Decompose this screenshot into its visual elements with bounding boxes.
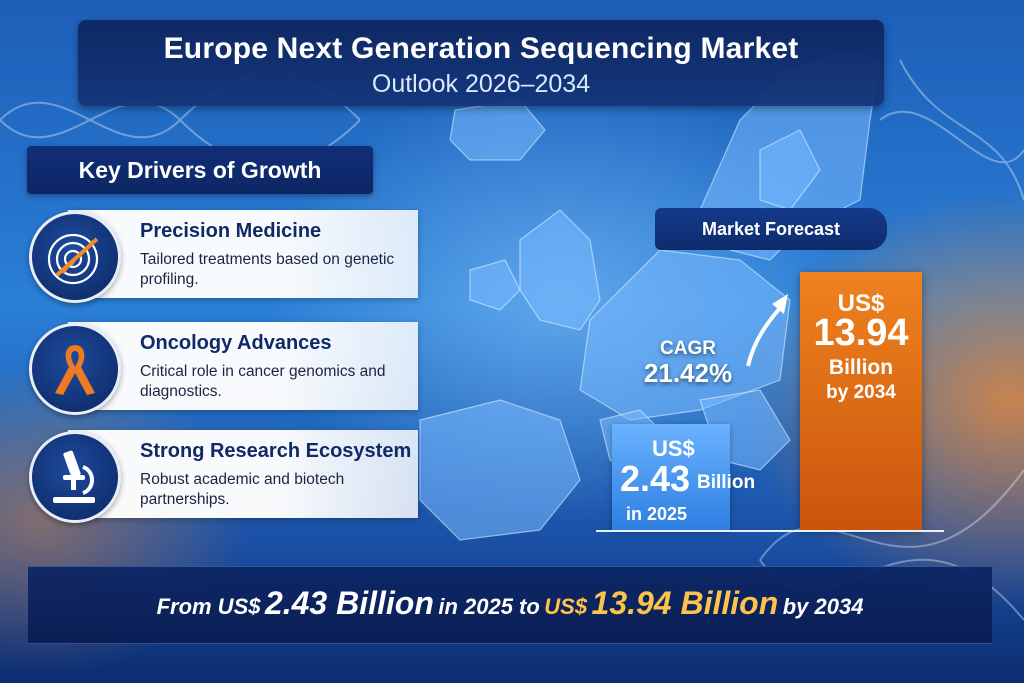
driver-title: Oncology Advances xyxy=(140,332,332,354)
banner-end-value: 13.94 Billion xyxy=(591,585,779,621)
driver-description: Tailored treatments based on genetic pro… xyxy=(140,251,395,288)
start-currency: US$ xyxy=(652,436,695,461)
page-subtitle: Outlook 2026–2034 xyxy=(371,70,591,98)
summary-line: From US$ 2.43 Billion in 2025 to US$ 13.… xyxy=(28,585,992,622)
banner-from: From US$ xyxy=(156,594,261,619)
end-currency: US$ xyxy=(837,290,885,317)
start-value: 2.43 xyxy=(620,458,691,499)
end-value: 13.94 xyxy=(813,312,909,354)
chart-baseline xyxy=(596,530,944,532)
cancer-ribbon-icon xyxy=(29,323,121,415)
driver-title: Precision Medicine xyxy=(140,220,322,242)
banner-by-year: by 2034 xyxy=(782,594,864,619)
driver-description: Robust academic and biotech partnerships… xyxy=(140,471,345,508)
page-title: Europe Next Generation Sequencing Market xyxy=(163,32,799,65)
growth-arrow-icon xyxy=(746,294,788,367)
bar-2025 xyxy=(612,424,730,530)
cagr-value: 21.42% xyxy=(643,358,733,388)
driver-description: Critical role in cancer genomics and dia… xyxy=(140,363,386,400)
summary-banner: From US$ 2.43 Billion in 2025 to US$ 13.… xyxy=(28,566,992,644)
banner-start-value: 2.43 Billion xyxy=(264,585,434,621)
start-unit: Billion xyxy=(697,472,756,493)
end-year: by 2034 xyxy=(826,382,896,403)
microscope-icon xyxy=(29,431,121,523)
end-unit: Billion xyxy=(828,356,894,379)
target-dna-icon xyxy=(29,211,121,303)
cagr-block: CAGR 21.42% xyxy=(632,338,744,389)
market-forecast-label: Market Forecast xyxy=(655,208,887,250)
driver-card-precision-medicine: Precision Medicine Tailored treatments b… xyxy=(68,210,418,298)
start-year: in 2025 xyxy=(626,504,688,524)
driver-card-oncology-advances: Oncology Advances Critical role in cance… xyxy=(68,322,418,410)
banner-in-year: in 2025 to xyxy=(438,594,540,619)
drivers-heading: Key Drivers of Growth xyxy=(27,146,373,194)
title-box: Europe Next Generation Sequencing Market… xyxy=(78,20,884,106)
bar-2034 xyxy=(800,272,922,530)
driver-title: Strong Research Ecosystem xyxy=(140,440,412,462)
driver-card-research-ecosystem: Strong Research Ecosystem Robust academi… xyxy=(68,430,418,518)
cagr-label: CAGR xyxy=(660,338,716,359)
banner-to-currency: US$ xyxy=(544,594,588,619)
